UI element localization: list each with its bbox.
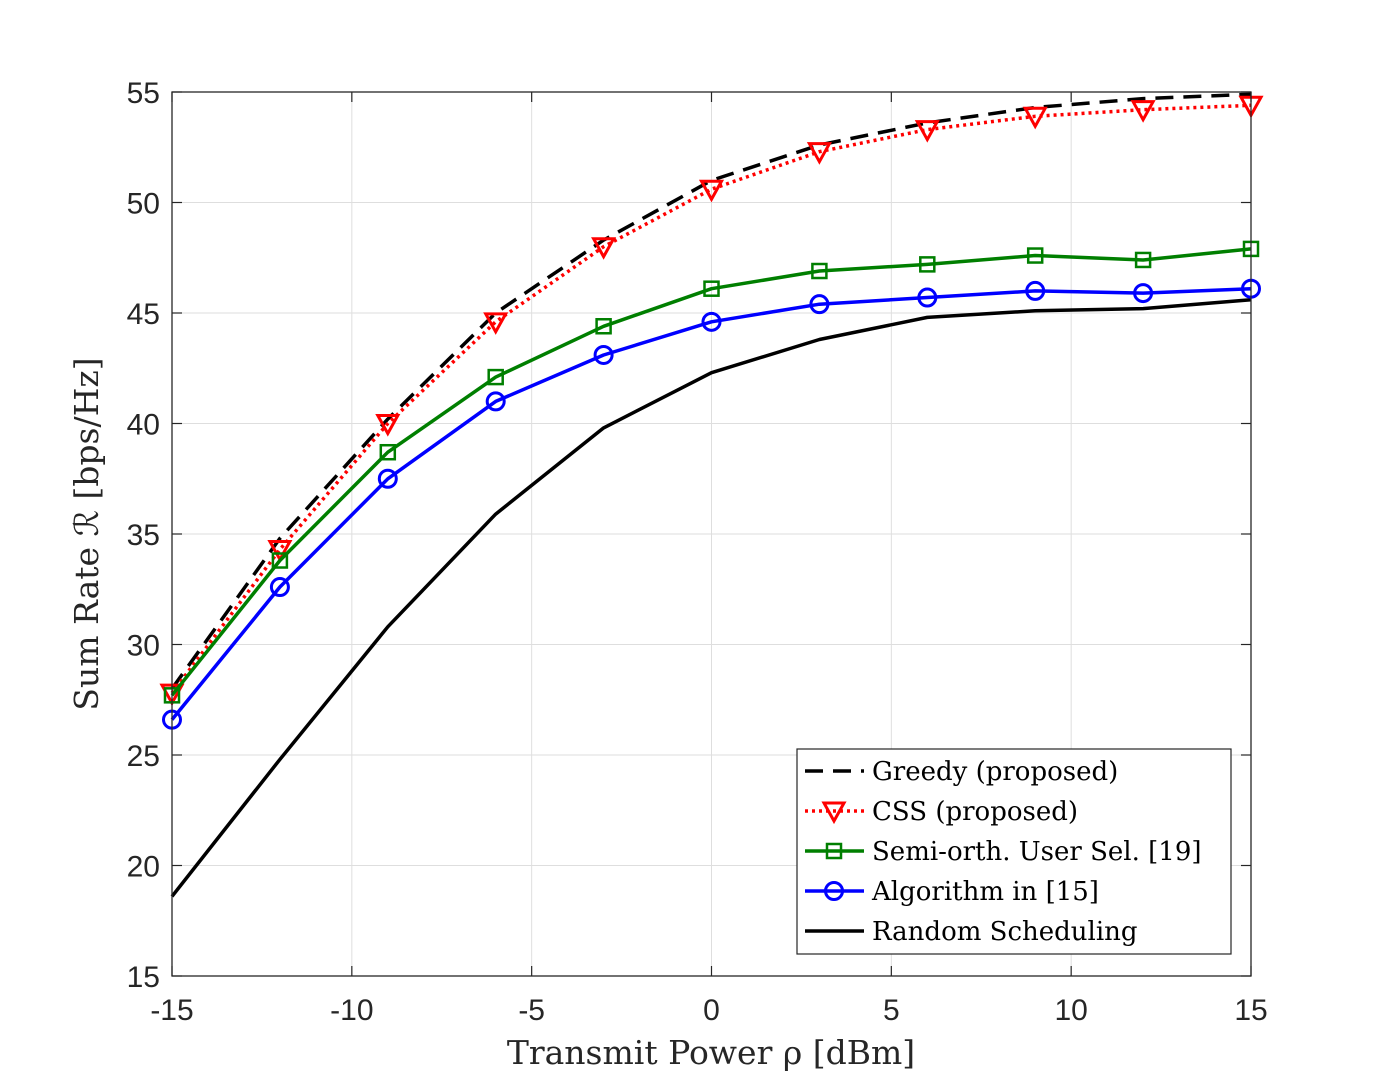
data-point-marker	[698, 179, 725, 203]
legend-entry-css-proposed: CSS (proposed)	[805, 797, 1078, 827]
x-tick-labels: -15 -10 -5 0 5 10 15	[150, 994, 1267, 1027]
series-algorithm-in-15	[162, 278, 1261, 730]
legend-marker	[821, 801, 847, 825]
y-tick-label: 50	[127, 188, 160, 221]
legend-entries: Greedy (proposed) CSS (proposed) Semi-orth…	[805, 757, 1202, 947]
series-line	[170, 247, 1252, 697]
legend-marker	[825, 842, 843, 860]
axis-ticks	[171, 91, 1252, 977]
data-point-marker	[269, 577, 290, 598]
legend-marker	[824, 881, 844, 901]
data-point-marker	[1134, 251, 1152, 269]
legend-label: Semi-orth. User Sel. [19]	[872, 837, 1202, 867]
data-point-marker	[487, 368, 504, 386]
legend-entry-semi-orth-user-sel-19: Semi-orth. User Sel. [19]	[805, 837, 1202, 867]
data-point-marker	[375, 414, 401, 437]
data-point-marker	[917, 287, 938, 308]
x-tick-label: -15	[150, 994, 193, 1027]
legend-label: CSS (proposed)	[872, 797, 1078, 827]
data-point-marker	[485, 391, 506, 412]
data-point-marker	[806, 142, 832, 165]
data-point-marker	[593, 344, 614, 365]
y-tick-labels: 15 20 25 30 35 40 45 50 55	[127, 77, 160, 994]
y-tick-label: 25	[127, 740, 160, 773]
data-point-marker	[591, 237, 617, 260]
y-tick-label: 35	[127, 519, 160, 552]
x-tick-label: -10	[330, 994, 373, 1027]
data-point-marker	[703, 280, 720, 297]
x-tick-label: 15	[1234, 994, 1267, 1027]
data-point-marker	[271, 552, 289, 569]
data-point-marker	[1133, 283, 1154, 304]
series-layer	[159, 92, 1264, 898]
x-tick-label: -5	[518, 994, 545, 1027]
legend: Greedy (proposed) CSS (proposed) Semi-orth…	[796, 748, 1232, 955]
y-tick-label: 20	[127, 851, 160, 884]
data-point-marker	[701, 311, 722, 332]
y-tick-label: 45	[127, 298, 160, 331]
legend-entry-algorithm-in-15: Algorithm in [15]	[805, 877, 1099, 907]
x-tick-label: 10	[1054, 994, 1087, 1027]
y-tick-label: 30	[127, 630, 160, 663]
series-line	[170, 92, 1252, 690]
data-point-marker	[483, 312, 509, 335]
data-point-marker	[267, 539, 293, 563]
x-tick-label: 5	[883, 994, 900, 1027]
series-random-scheduling	[170, 297, 1252, 898]
series-line	[170, 297, 1252, 898]
series-greedy-proposed	[170, 92, 1252, 690]
legend-label: Algorithm in [15]	[871, 877, 1099, 907]
x-axis-label: Transmit Power ρ [dBm]	[507, 1033, 915, 1072]
data-point-marker	[595, 318, 612, 335]
legend-label: Greedy (proposed)	[872, 757, 1118, 787]
data-point-marker	[1026, 247, 1044, 264]
data-point-marker	[377, 468, 398, 489]
data-point-marker	[811, 262, 828, 280]
legend-label: Random Scheduling	[872, 917, 1138, 947]
legend-entry-random-scheduling: Random Scheduling	[805, 917, 1138, 947]
legend-box	[796, 748, 1232, 955]
data-point-marker	[1022, 106, 1048, 130]
data-point-marker	[379, 443, 397, 461]
legend-entry-greedy-proposed: Greedy (proposed)	[805, 757, 1118, 787]
data-point-marker	[919, 256, 936, 273]
data-point-marker	[809, 294, 830, 315]
y-tick-label: 40	[127, 409, 160, 442]
series-line	[170, 286, 1252, 721]
data-point-marker	[1130, 100, 1156, 123]
y-tick-label: 15	[127, 961, 160, 994]
data-point-marker	[914, 120, 940, 143]
data-point-marker	[1025, 280, 1046, 301]
y-axis-label: Sum Rate ℛ [bps/Hz]	[67, 357, 106, 710]
x-tick-label: 0	[703, 994, 720, 1027]
y-tick-label: 55	[127, 77, 160, 110]
